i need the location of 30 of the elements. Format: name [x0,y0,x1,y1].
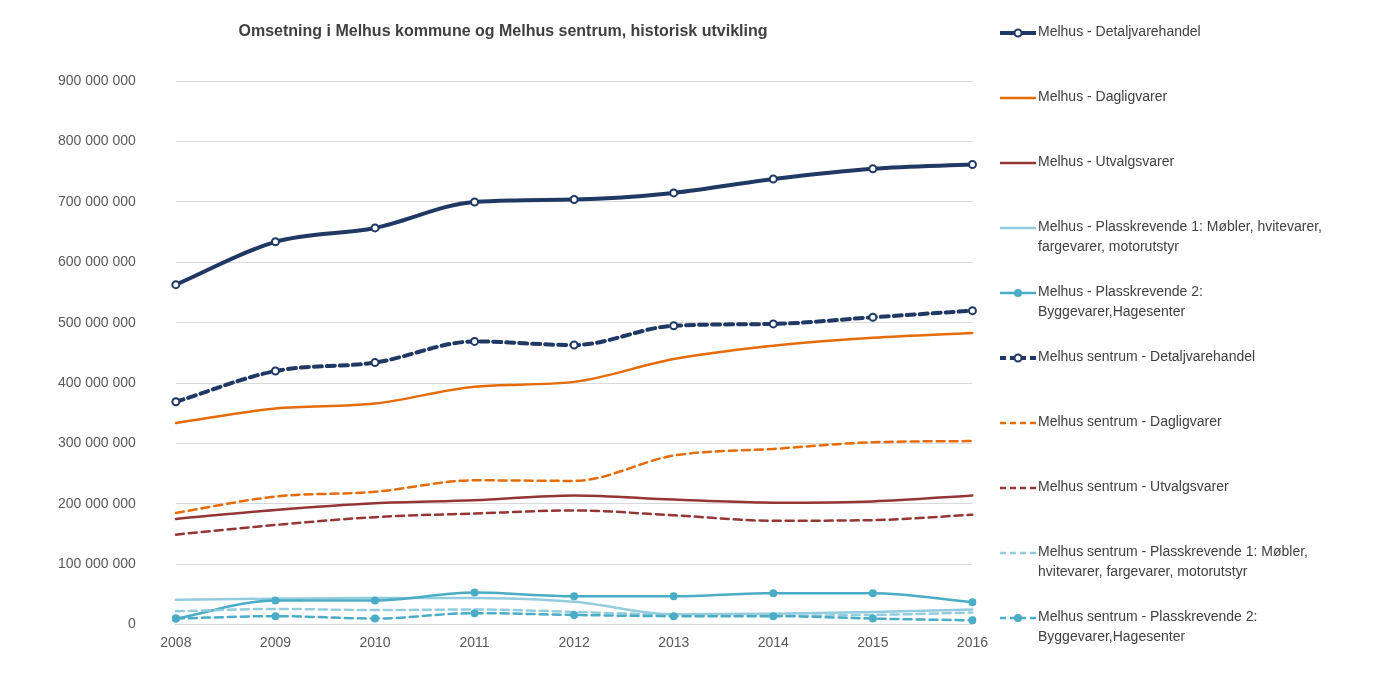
y-tick-label: 0 [128,615,137,632]
y-tick-label: 100 000 000 [58,555,137,572]
chart-title: Omsetning i Melhus kommune og Melhus sentrum, historisk utvikling [238,22,768,40]
y-tick-label: 500 000 000 [58,313,137,330]
x-tick-label: 2012 [558,633,590,650]
legend-label: Melhus - Plasskrevende 1: Møbler, hvitevarer, fargevarer, motorutstyr [1038,217,1323,256]
y-tick-label: 800 000 000 [58,132,137,149]
x-tick-label: 2010 [359,633,391,650]
x-tick-label: 2014 [757,633,790,650]
legend-label: Melhus sentrum - Plasskrevende 2: Byggevarer,Hagesenter [1038,607,1259,646]
legend-label: Melhus - Detaljvarehandel [1038,22,1202,41]
y-tick-label: 400 000 000 [58,373,137,390]
y-tick-label: 700 000 000 [58,192,137,209]
legend-label: Melhus sentrum - Plasskrevende 1: Møbler, hvitevarer, fargevarer, motorutstyr [1038,542,1309,581]
y-tick-label: 300 000 000 [58,434,137,451]
legend-label: Melhus sentrum - Detaljvarehandel [1038,347,1257,366]
x-tick-label: 2008 [160,633,192,650]
x-tick-label: 2016 [956,633,989,650]
y-tick-label: 900 000 000 [58,72,137,89]
x-tick-label: 2009 [259,633,292,650]
legend-label: Melhus sentrum - Utvalgsvarer [1038,477,1230,496]
x-tick-label: 2013 [658,633,690,650]
legend-label: Melhus - Utvalgsvarer [1038,152,1176,171]
x-tick-label: 2011 [459,633,490,650]
y-tick-label: 200 000 000 [58,494,137,511]
x-tick-label: 2015 [857,633,889,650]
y-tick-label: 600 000 000 [58,253,137,270]
legend-label: Melhus - Plasskrevende 2: Byggevarer,Hagesenter [1038,282,1204,321]
legend-label: Melhus sentrum - Dagligvarer [1038,412,1223,431]
legend-label: Melhus - Dagligvarer [1038,87,1169,106]
